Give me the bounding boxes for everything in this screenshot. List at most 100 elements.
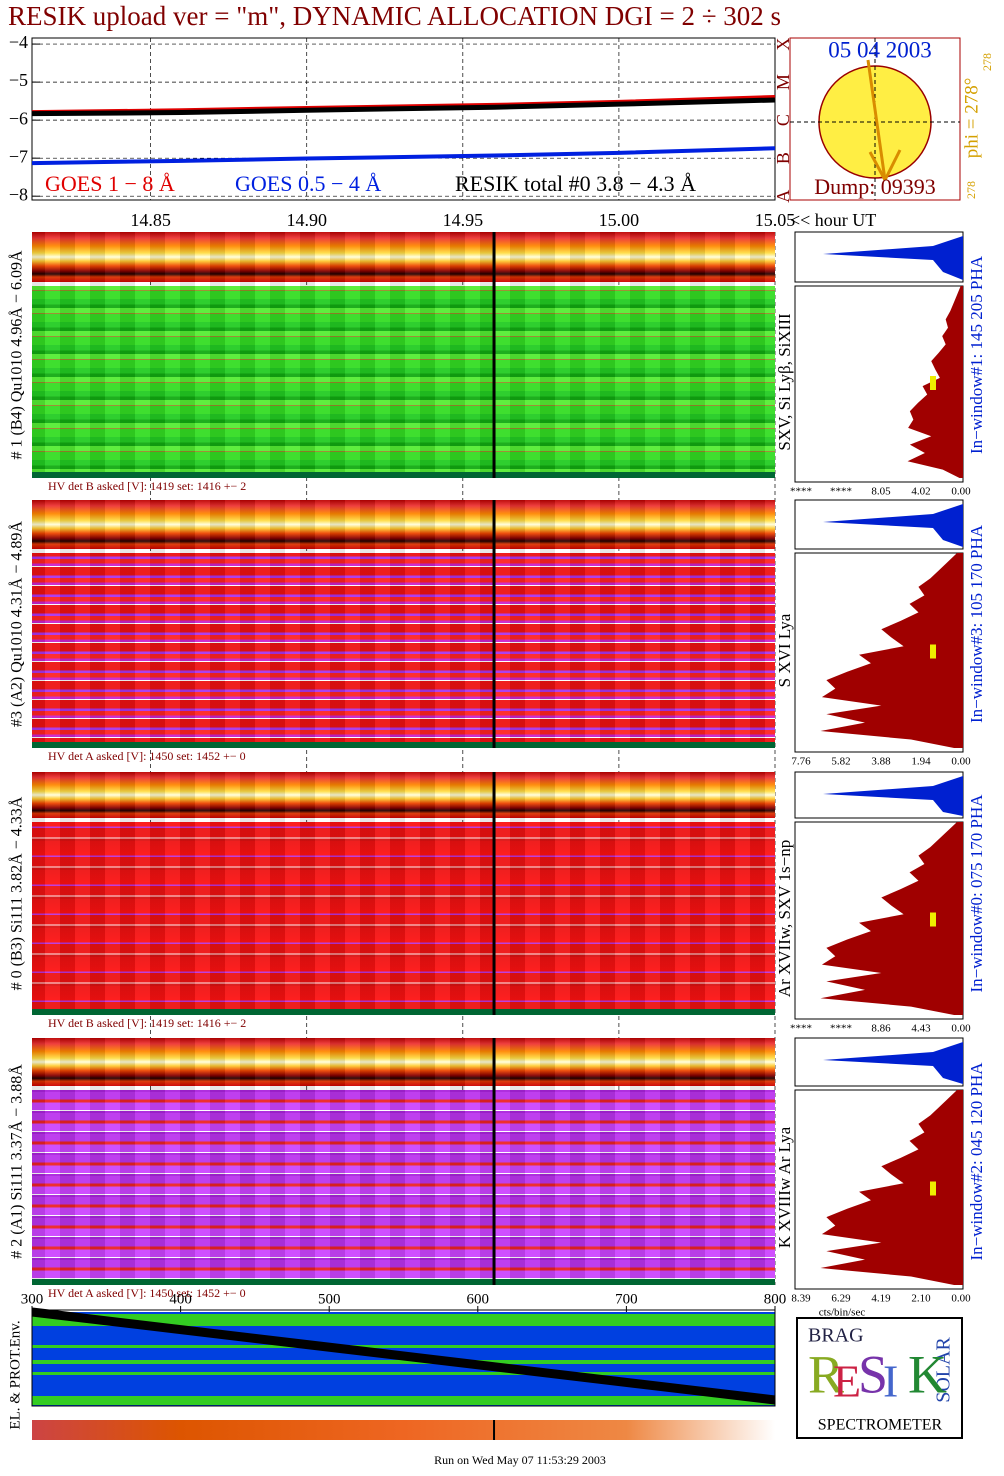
- hist-blue: [823, 1042, 963, 1084]
- hist-blue: [823, 236, 963, 280]
- line-label: Ar XVIIw, SXV 1s−np: [775, 840, 794, 997]
- logo-brag: BRAG: [808, 1325, 864, 1347]
- env-green: [32, 1345, 775, 1348]
- hist-red: [820, 553, 963, 748]
- sun-panel: 05 04 2003 Dump: 09393 phi = 278° 278 27…: [789, 37, 994, 201]
- pha-unit: cts/bin/sec: [819, 1307, 866, 1319]
- sun-arrow: [868, 151, 887, 181]
- x-tick-label: 400: [169, 1291, 192, 1307]
- line-label: K XVIIIw Ar Lya: [775, 1126, 794, 1248]
- y-axis-label: EL. & PROT.Env.: [7, 1320, 23, 1429]
- env-trace: [31, 1307, 776, 1405]
- logo-letter: E: [833, 1356, 861, 1407]
- series-line: [31, 97, 776, 117]
- goes-class: X: [773, 38, 793, 51]
- y-tick-label: −4: [9, 32, 28, 52]
- pha-tick: ****: [830, 1023, 852, 1035]
- color-bar: [32, 1420, 775, 1440]
- hv-label: HV det B asked [V]: 1419 set: 1416 +− 2: [48, 479, 246, 493]
- pha-tick: 5.82: [831, 756, 850, 768]
- pha-tick: ****: [790, 486, 812, 498]
- hist-mark: [930, 1181, 936, 1196]
- phi-low: 278: [964, 181, 978, 199]
- logo-spectrometer: SPECTROMETER: [818, 1417, 943, 1434]
- x-tick-label: 600: [467, 1291, 490, 1307]
- phi-sub: 278: [980, 53, 994, 71]
- sun-arrow: [866, 59, 887, 181]
- goes-class: A: [773, 190, 793, 203]
- panel-label: # 0 (B3) Si111 3.82Å − 4.33Å: [8, 796, 26, 990]
- y-tick-label: −6: [9, 108, 28, 128]
- pha-tick: 0.00: [951, 1023, 971, 1035]
- env-frame: [31, 1309, 776, 1407]
- env-green: [32, 1372, 775, 1375]
- x-tick-label: 300: [21, 1291, 44, 1307]
- window-label: In−window#2: 045 120 PHA: [967, 1062, 986, 1261]
- pha-tick: 0.00: [951, 486, 971, 498]
- spectrogram-shade: [32, 500, 775, 748]
- goes-class: M: [773, 74, 793, 90]
- x-axis-label: << hour UT: [790, 210, 876, 230]
- pha-tick: 4.02: [911, 486, 930, 498]
- env-green: [32, 1360, 775, 1364]
- logo: BRAG SOLAR SPECTROMETER: [796, 1317, 963, 1439]
- pha-tick: ****: [830, 486, 852, 498]
- x-tick-label: 15.00: [599, 210, 640, 230]
- hist-red: [820, 822, 963, 1015]
- y-tick-label: −7: [9, 146, 28, 166]
- pha-tick: 3.88: [871, 756, 891, 768]
- hv-label: HV det A asked [V]: 1450 set: 1452 +− 0: [48, 749, 246, 763]
- pha-tick: 4.19: [871, 1293, 891, 1305]
- window-label: In−window#0: 075 170 PHA: [967, 794, 986, 993]
- pha-tick: 1.94: [911, 756, 931, 768]
- env-green: [32, 1314, 775, 1326]
- logo-letter: I: [883, 1356, 898, 1407]
- spectrogram-edge: [32, 742, 775, 748]
- sun-date: 05 04 2003: [828, 37, 932, 62]
- panel-label: # 1 (B4) Qu1010 4.96Å − 6.09Å: [8, 250, 26, 459]
- title: RESIK upload ver = "m", DYNAMIC ALLOCATI…: [8, 1, 781, 31]
- hist-mark: [930, 912, 936, 927]
- x-tick-label: 14.90: [286, 210, 327, 230]
- pha-tick: 0.00: [951, 1293, 971, 1305]
- series-line: [31, 146, 776, 166]
- logo-solar: SOLAR: [933, 1337, 955, 1403]
- pha-tick: 4.43: [911, 1023, 931, 1035]
- pha-tick: 7.76: [791, 756, 811, 768]
- x-tick-label: 500: [318, 1291, 341, 1307]
- pha-tick: ****: [790, 1023, 812, 1035]
- spectrogram-edge: [32, 472, 775, 478]
- dump: Dump: 09393: [814, 174, 936, 199]
- footer: Run on Wed May 07 11:53:29 2003: [434, 1453, 606, 1467]
- legend-entry: GOES 0.5 − 4 Å: [235, 171, 381, 196]
- pha-tick: 2.10: [911, 1293, 931, 1305]
- hv-label: HV det A asked [V]: 1450 set: 1452 +− 0: [48, 1286, 246, 1300]
- x-tick-label: 800: [764, 1291, 787, 1307]
- pha-tick: 0.00: [951, 756, 971, 768]
- sun-arrow: [883, 149, 902, 181]
- pha-tick: 8.86: [871, 1023, 891, 1035]
- spectrogram-shade: [32, 772, 775, 1015]
- pha-tick: 8.05: [871, 486, 891, 498]
- y-tick-label: −8: [9, 184, 28, 204]
- env-green: [32, 1396, 775, 1405]
- hist-mark: [930, 376, 936, 390]
- x-tick-label: 700: [615, 1291, 638, 1307]
- spectrogram-shade: [32, 1038, 775, 1285]
- hist-red: [820, 1090, 963, 1285]
- goes-class: B: [773, 152, 793, 164]
- panel-label: #3 (A2) Qu1010 4.31Å − 4.89Å: [8, 521, 26, 727]
- phi: phi = 278°: [961, 78, 982, 159]
- y-tick-label: −5: [9, 70, 28, 90]
- line-label: S XVI Lya: [775, 613, 794, 687]
- legend-entry: RESIK total #0 3.8 − 4.3 Å: [455, 171, 696, 196]
- hist-mark: [930, 644, 936, 659]
- x-tick-label: 15.05: [755, 210, 796, 230]
- hv-label: HV det B asked [V]: 1419 set: 1416 +− 2: [48, 1016, 246, 1030]
- spectrogram-edge: [32, 1009, 775, 1015]
- x-tick-label: 14.95: [443, 210, 484, 230]
- hist-blue: [823, 776, 963, 816]
- hist-blue: [823, 504, 963, 547]
